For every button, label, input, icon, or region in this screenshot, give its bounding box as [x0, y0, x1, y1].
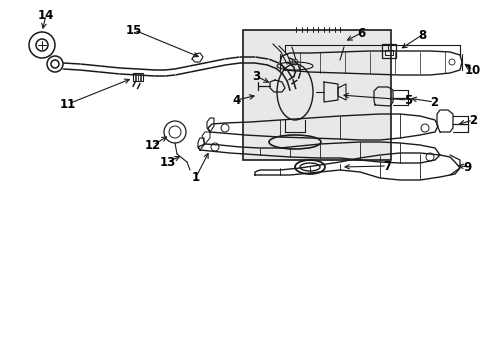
- Bar: [133, 73, 142, 81]
- Text: 1: 1: [192, 171, 200, 184]
- Text: 13: 13: [160, 156, 176, 168]
- Bar: [243, 30, 390, 160]
- Text: 14: 14: [38, 9, 54, 22]
- Text: 6: 6: [356, 27, 365, 40]
- Text: 12: 12: [144, 139, 161, 152]
- Text: 3: 3: [251, 69, 260, 82]
- Text: 5: 5: [403, 94, 411, 107]
- Text: 2: 2: [429, 95, 437, 108]
- Text: 8: 8: [417, 28, 425, 41]
- Text: 2: 2: [468, 113, 476, 126]
- Text: 10: 10: [464, 63, 480, 77]
- Text: 11: 11: [60, 98, 76, 111]
- Text: 15: 15: [125, 23, 142, 36]
- Text: 4: 4: [232, 94, 241, 107]
- Text: 9: 9: [463, 161, 471, 174]
- Text: 7: 7: [382, 159, 390, 172]
